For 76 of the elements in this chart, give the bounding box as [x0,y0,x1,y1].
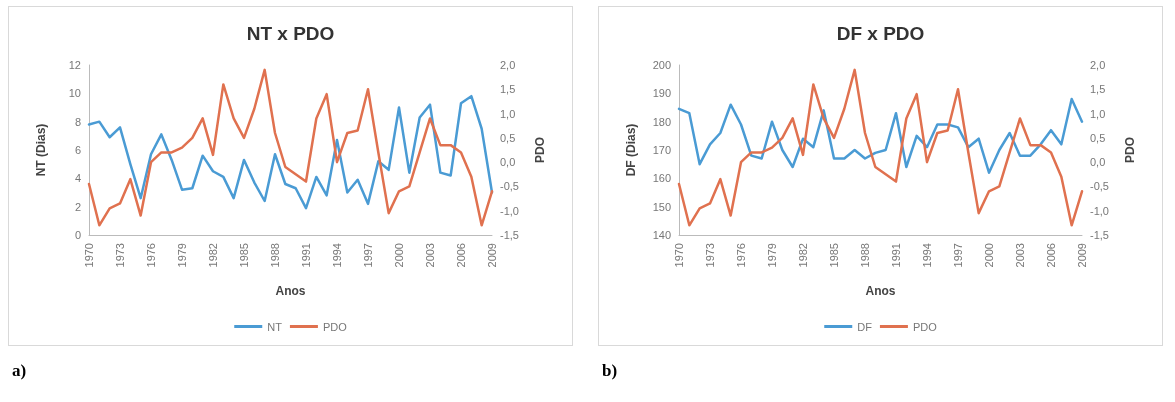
chart-title: NT x PDO [246,23,335,44]
x-tick-label: 1985 [828,243,840,268]
x-tick-label: 1991 [300,243,312,268]
y-tick-label: 140 [652,229,671,241]
x-tick-label: 1982 [797,243,809,268]
x-tick-label: 2009 [486,243,498,268]
x-tick-label: 2000 [393,243,405,268]
y-tick-label: 0 [74,229,81,241]
y-tick-label: 6 [74,144,81,156]
legend-label: DF [857,320,873,333]
y2-tick-label: 1,5 [500,83,516,96]
chart-title: DF x PDO [836,23,925,44]
y-tick-label: 180 [652,115,671,128]
x-tick-label: 1988 [269,243,281,268]
y2-tick-label: 1,0 [1090,107,1106,120]
y2-tick-label: -1,5 [1090,229,1109,241]
y-tick-label: 170 [652,144,671,156]
y2-tick-label: -1,5 [500,229,519,241]
y2-tick-label: -1,0 [500,204,519,217]
y2-tick-label: 1,0 [500,107,516,120]
y-tick-label: 10 [68,87,81,100]
y2-tick-label: 0,5 [1090,131,1106,144]
y-tick-label: 2 [74,200,81,213]
x-tick-label: 1970 [673,243,685,268]
y-tick-label: 150 [652,200,671,213]
y2-tick-label: 0,0 [500,156,516,169]
x-tick-label: 1973 [114,243,126,268]
x-tick-label: 1991 [890,243,902,268]
y-axis-title: DF (Dias) [624,123,638,177]
x-tick-label: 1994 [331,243,343,268]
x-tick-label: 1976 [735,243,747,268]
x-tick-label: 2006 [1045,243,1057,268]
x-tick-label: 1976 [145,243,157,268]
y-tick-label: 200 [652,59,671,71]
y2-axis-title: PDO [533,136,547,164]
x-axis-title: Anos [275,284,306,298]
x-tick-label: 2003 [1014,243,1026,268]
x-tick-label: 1988 [859,243,871,268]
x-tick-label: 1997 [952,243,964,268]
line-series [677,68,1084,227]
legend-label: PDO [322,320,348,333]
y-tick-label: 4 [74,172,81,185]
x-tick-label: 1985 [238,243,250,268]
y2-tick-label: 2,0 [500,59,516,71]
x-tick-label: 2006 [455,243,467,268]
legend-label: NT [267,320,283,333]
y-tick-label: 12 [68,59,81,71]
y-axis-title: NT (Dias) [34,123,48,177]
y2-tick-label: -0,5 [1090,180,1109,193]
y2-axis-title: PDO [1123,136,1137,164]
line-series [87,68,494,227]
y-tick-label: 190 [652,87,671,100]
x-tick-label: 1997 [362,243,374,268]
y-tick-label: 8 [74,115,81,128]
x-tick-label: 1973 [704,243,716,268]
x-tick-label: 1970 [83,243,95,268]
y2-tick-label: -0,5 [500,180,519,193]
x-tick-label: 1994 [921,243,933,268]
x-tick-label: 1979 [766,243,778,268]
x-tick-label: 2009 [1076,243,1088,268]
y2-tick-label: 0,0 [1090,156,1106,169]
text: b) [602,361,618,381]
x-tick-label: 1979 [176,243,188,268]
x-tick-label: 2000 [983,243,995,268]
y-tick-label: 160 [652,172,671,185]
x-tick-label: 2003 [424,243,436,268]
y2-tick-label: 2,0 [1090,59,1106,71]
y2-tick-label: -1,0 [1090,204,1109,217]
legend-label: PDO [912,320,938,333]
line-series [87,94,494,210]
x-axis-title: Anos [865,284,896,298]
line-series [677,97,1084,174]
x-tick-label: 1982 [207,243,219,268]
y2-tick-label: 0,5 [500,131,516,144]
text: a) [12,361,27,381]
y2-tick-label: 1,5 [1090,83,1106,96]
